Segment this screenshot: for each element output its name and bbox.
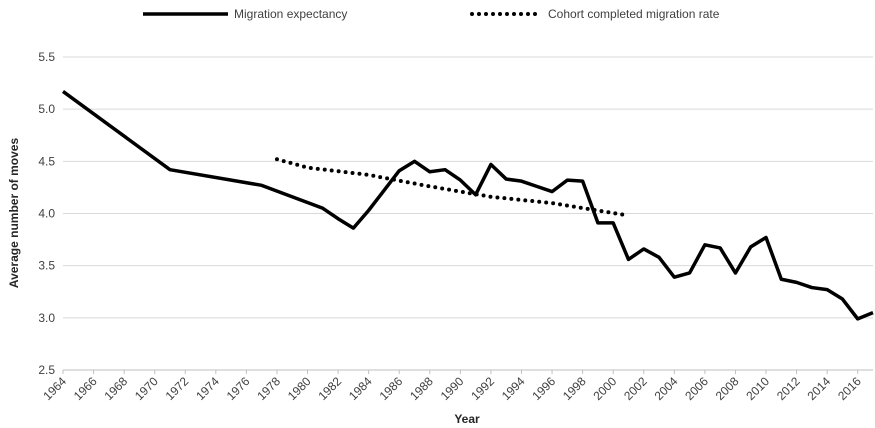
legend-label: Migration expectancy: [234, 7, 347, 21]
x-tick-label: 2000: [591, 374, 620, 403]
x-tick-label: 2012: [774, 374, 803, 403]
y-tick-label: 4.0: [38, 207, 55, 221]
x-tick-label: 2010: [743, 374, 772, 403]
y-tick-label: 3.0: [38, 311, 55, 325]
x-tick-label: 1982: [315, 374, 344, 403]
x-tick-label: 1996: [529, 374, 558, 403]
data-line: [61, 90, 874, 321]
x-tick-label: 2016: [835, 374, 864, 403]
legend-label: Cohort completed migration rate: [548, 7, 720, 21]
x-tick-label: 1972: [163, 374, 192, 403]
x-tick-label: 1976: [224, 374, 253, 403]
x-tick-label: 2004: [652, 374, 681, 403]
x-tick-label: 1964: [40, 374, 69, 403]
y-tick-label: 5.5: [38, 50, 55, 64]
x-tick-label: 1990: [438, 374, 467, 403]
x-tick-label: 1966: [71, 374, 100, 403]
y-axis-label: Average number of moves: [7, 138, 21, 289]
x-tick-label: 1998: [560, 374, 589, 403]
x-tick-label: 1974: [193, 374, 222, 403]
y-tick-label: 3.5: [38, 259, 55, 273]
x-tick-label: 1980: [285, 374, 314, 403]
x-tick-label: 1988: [407, 374, 436, 403]
y-tick-label: 2.5: [38, 363, 55, 377]
data-line: [274, 157, 631, 218]
x-tick-label: 2002: [621, 374, 650, 403]
y-tick-label: 4.5: [38, 154, 55, 168]
x-tick-label: 1978: [254, 374, 283, 403]
x-tick-label: 2006: [682, 374, 711, 403]
x-tick-label: 1986: [377, 374, 406, 403]
x-tick-label: 1984: [346, 374, 375, 403]
y-tick-label: 5.0: [38, 102, 55, 116]
x-axis-label: Year: [454, 412, 480, 426]
x-tick-label: 1994: [499, 374, 528, 403]
x-tick-label: 1970: [132, 374, 161, 403]
x-tick-label: 2014: [804, 374, 833, 403]
x-tick-label: 2008: [713, 374, 742, 403]
x-tick-label: 1968: [101, 374, 130, 403]
x-tick-label: 1992: [468, 374, 497, 403]
